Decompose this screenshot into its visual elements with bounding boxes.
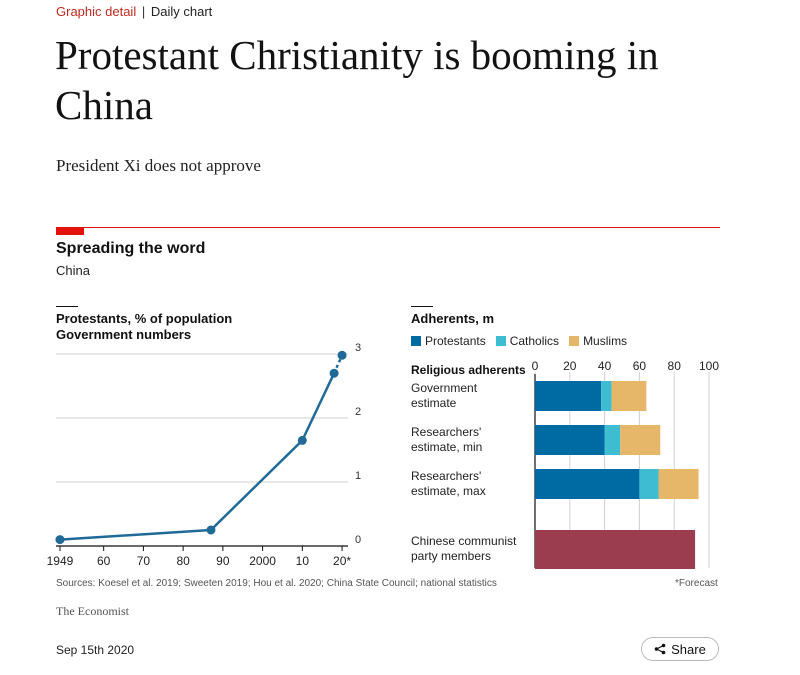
bar-protestants: [535, 425, 605, 455]
bar-muslims: [620, 425, 661, 455]
line-x-tick-label: 80: [176, 554, 190, 568]
headline: Protestant Christianity is booming in Ch…: [55, 32, 659, 128]
bar-x-tick-label: 0: [532, 359, 539, 373]
row-header: Religious adherents: [411, 363, 526, 377]
legend-label-muslims: Muslims: [583, 334, 628, 348]
line-data-point: [206, 525, 216, 535]
bar-x-tick-label: 100: [699, 359, 719, 373]
legend-label-protestants: Protestants: [425, 334, 486, 348]
line-series: [59, 372, 336, 541]
line-x-tick-label: 60: [97, 554, 111, 568]
row-label-government: Government estimate: [411, 381, 531, 411]
bar-panel-title: Adherents, m: [411, 311, 495, 326]
forecast-note: *Forecast: [675, 578, 718, 589]
line-panel-rule: [56, 306, 78, 307]
legend-protestants: Protestants: [411, 334, 486, 348]
row-label-researchers-max: Researchers' estimate, max: [411, 469, 531, 499]
row-label-line: party members: [411, 549, 492, 563]
line-panel-title: Protestants, % of population: [56, 311, 233, 326]
sources-note: Sources: Koesel et al. 2019; Sweeten 201…: [56, 578, 497, 589]
row-label-line: Researchers': [411, 469, 482, 483]
brand-logo: The Economist: [56, 604, 129, 618]
bar-catholics: [601, 381, 612, 411]
legend-catholics: Catholics: [495, 334, 560, 348]
line-x-tick-label: 70: [137, 554, 151, 568]
bar-panel-rule: [411, 306, 433, 307]
row-label-researchers-min: Researchers' estimate, min: [411, 425, 531, 455]
section-link[interactable]: Graphic detail: [56, 4, 137, 19]
chart-title: Spreading the word: [56, 240, 206, 257]
publish-date: Sep 15th 2020: [56, 643, 135, 657]
line-data-point: [55, 535, 65, 545]
share-icon: [654, 643, 666, 655]
row-label-line: Chinese communist: [411, 534, 517, 548]
line-y-tick-label: 1: [355, 470, 361, 482]
chart-subtitle: China: [56, 263, 90, 278]
line-data-point: [297, 435, 307, 445]
bar-protestants: [535, 469, 640, 499]
share-label: Share: [671, 641, 706, 657]
bar-x-tick-label: 20: [563, 359, 577, 373]
bar-party-members: [535, 530, 696, 569]
line-data-point: [329, 368, 339, 378]
line-y-tick-label: 2: [355, 406, 361, 418]
line-y-tick-label: 0: [355, 534, 361, 546]
line-x-tick-label: 90: [216, 554, 230, 568]
line-panel-subtitle: Government numbers: [56, 327, 192, 342]
bar-catholics: [604, 425, 621, 455]
standfirst: President Xi does not approve: [56, 156, 261, 175]
bar-muslims: [658, 469, 699, 499]
subsection-link[interactable]: Daily chart: [150, 4, 213, 19]
line-x-tick-label: 2000: [249, 554, 276, 568]
chart-red-tag: [56, 227, 84, 235]
legend-swatch-muslims: [569, 336, 580, 346]
bar-protestants: [535, 381, 602, 411]
row-label-party: Chinese communist party members: [411, 534, 531, 564]
row-label-line: estimate: [411, 396, 457, 410]
row-label-line: estimate, max: [411, 484, 486, 498]
legend-swatch-protestants: [411, 336, 421, 346]
legend-muslims: Muslims: [569, 334, 627, 348]
chart-top-rule: [56, 227, 720, 228]
kicker-separator: |: [141, 4, 146, 19]
kicker: Graphic detail | Daily chart: [56, 4, 212, 19]
bar-x-tick-label: 60: [633, 359, 647, 373]
bar-x-tick-label: 80: [668, 359, 682, 373]
line-x-tick-label: 20*: [333, 554, 351, 568]
bar-legend: Protestants Catholics Muslims: [411, 334, 627, 348]
bar-muslims: [611, 381, 647, 411]
bar-x-tick-label: 40: [598, 359, 612, 373]
bar-catholics: [639, 469, 659, 499]
line-y-tick-label: 3: [355, 342, 361, 354]
row-label-line: Government: [411, 381, 478, 395]
row-label-line: estimate, min: [411, 440, 483, 454]
legend-label-catholics: Catholics: [509, 334, 560, 348]
share-button[interactable]: Share: [641, 637, 719, 661]
legend-swatch-catholics: [495, 336, 506, 346]
row-label-line: Researchers': [411, 425, 482, 439]
line-x-tick-label: 10: [296, 554, 310, 568]
line-x-tick-label: 1949: [47, 554, 74, 568]
line-data-point: [337, 350, 347, 360]
